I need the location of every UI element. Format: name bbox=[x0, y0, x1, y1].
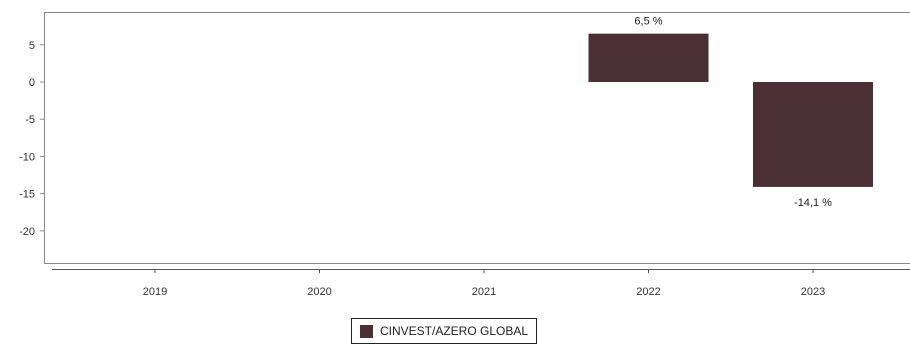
y-tick-label: -15 bbox=[19, 189, 35, 201]
y-tick-label: -20 bbox=[19, 226, 35, 238]
bar-2022 bbox=[589, 34, 709, 82]
x-tick-label: 2020 bbox=[307, 286, 331, 298]
x-tick-label: 2023 bbox=[801, 286, 825, 298]
x-tick-label: 2022 bbox=[636, 286, 660, 298]
data-label-2022: 6,5 % bbox=[634, 16, 662, 28]
x-tick-label: 2019 bbox=[143, 286, 167, 298]
y-tick-label: -5 bbox=[25, 114, 35, 126]
legend: CINVEST/AZERO GLOBAL bbox=[351, 318, 537, 344]
y-tick-label: 5 bbox=[29, 40, 35, 52]
y-tick-label: -10 bbox=[19, 151, 35, 163]
y-tick-label: 0 bbox=[29, 77, 35, 89]
legend-swatch bbox=[360, 325, 373, 338]
chart: 5 0 -5 -10 -15 -20 2019 2020 2021 2022 6,5 % 2023 -1… bbox=[0, 0, 910, 318]
legend-label: CINVEST/AZERO GLOBAL bbox=[380, 324, 528, 338]
data-label-2023: -14,1 % bbox=[794, 197, 832, 209]
bar-2023 bbox=[753, 82, 873, 187]
x-tick-label: 2021 bbox=[472, 286, 496, 298]
